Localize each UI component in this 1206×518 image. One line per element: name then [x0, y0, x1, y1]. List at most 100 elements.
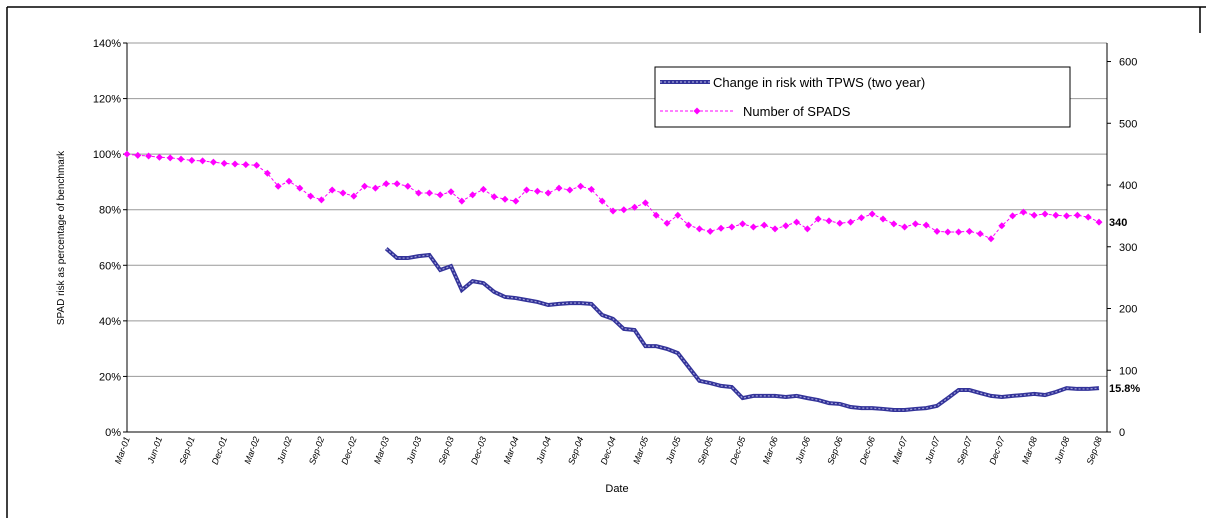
point	[879, 215, 887, 223]
point	[965, 227, 973, 235]
y2-tick-label: 200	[1119, 304, 1137, 316]
point	[123, 150, 131, 158]
point	[155, 153, 163, 161]
x-tick-label: Mar-01	[113, 435, 132, 465]
x-tick-label: Mar-03	[372, 435, 391, 465]
y-tick-label: 140%	[93, 38, 121, 50]
point	[296, 184, 304, 192]
point	[199, 157, 207, 165]
y-tick-label: 100%	[93, 149, 121, 161]
point	[253, 161, 261, 169]
point	[609, 207, 617, 215]
point	[598, 197, 606, 205]
point	[998, 222, 1006, 230]
point	[317, 196, 325, 204]
point	[188, 156, 196, 164]
point	[1084, 213, 1092, 221]
point	[922, 221, 930, 229]
legend-label: Number of SPADS	[743, 104, 851, 119]
data-label: 15.8%	[1109, 383, 1140, 395]
x-tick-label: Dec-03	[469, 435, 488, 466]
point	[685, 221, 693, 229]
point	[425, 189, 433, 197]
point	[1009, 212, 1017, 220]
point	[728, 223, 736, 231]
x-tick-label: Sep-01	[177, 435, 196, 466]
y-axis-label: SPAD risk as percentage of benchmark	[56, 150, 67, 325]
point	[458, 197, 466, 205]
point	[285, 177, 293, 185]
x-tick-label: Mar-08	[1020, 435, 1039, 465]
x-tick-label: Sep-05	[696, 434, 716, 466]
series-line	[385, 248, 1100, 411]
y2-tick-label: 0	[1119, 427, 1125, 439]
point	[1052, 211, 1060, 219]
point	[911, 220, 919, 228]
point	[512, 197, 520, 205]
y-tick-label: 120%	[93, 94, 121, 106]
x-tick-label: Dec-06	[858, 435, 877, 466]
x-tick-label: Mar-02	[242, 435, 261, 465]
x-tick-label: Sep-08	[1085, 435, 1104, 466]
x-tick-label: Sep-07	[955, 434, 975, 466]
point	[501, 195, 509, 203]
point	[1019, 208, 1027, 216]
point	[220, 159, 228, 167]
point	[231, 160, 239, 168]
point	[490, 193, 498, 201]
y2-tick-label: 300	[1119, 242, 1137, 254]
x-tick-label: Mar-05	[631, 434, 650, 465]
point	[868, 210, 876, 218]
x-tick-label: Jun-02	[275, 435, 294, 465]
point	[793, 218, 801, 226]
point	[620, 206, 628, 214]
y-tick-label: 20%	[99, 371, 121, 383]
point	[382, 180, 390, 188]
point	[393, 180, 401, 188]
point	[976, 230, 984, 238]
point	[663, 219, 671, 227]
point	[577, 182, 585, 190]
point	[145, 152, 153, 160]
x-tick-label: Sep-04	[566, 435, 585, 466]
point	[814, 215, 822, 223]
point	[1041, 210, 1049, 218]
point	[177, 155, 185, 163]
x-tick-label: Sep-06	[825, 435, 844, 466]
point	[328, 186, 336, 194]
point	[209, 158, 217, 166]
point	[1095, 218, 1103, 226]
x-tick-label: Jun-03	[404, 435, 423, 465]
point	[350, 192, 358, 200]
point	[307, 192, 315, 200]
point	[641, 199, 649, 207]
x-tick-label: Dec-01	[210, 435, 229, 466]
point	[749, 223, 757, 231]
point	[1073, 211, 1081, 219]
x-tick-label: Sep-02	[307, 435, 326, 466]
x-tick-label: Dec-04	[599, 435, 618, 466]
point	[706, 227, 714, 235]
x-tick-label: Jun-05	[664, 434, 683, 465]
point	[933, 227, 941, 235]
point	[955, 228, 963, 236]
point	[1030, 211, 1038, 219]
y2-tick-label: 600	[1119, 57, 1137, 69]
point	[674, 211, 682, 219]
point	[739, 220, 747, 228]
point	[890, 220, 898, 228]
point	[760, 221, 768, 229]
x-tick-label: Mar-06	[761, 435, 780, 465]
point	[544, 189, 552, 197]
x-tick-label: Mar-04	[502, 435, 521, 465]
legend-swatch	[693, 107, 701, 115]
point	[836, 219, 844, 227]
point	[782, 222, 790, 230]
y-tick-label: 40%	[99, 316, 121, 328]
y2-tick-label: 400	[1119, 180, 1137, 192]
point	[587, 185, 595, 193]
point	[479, 185, 487, 193]
x-tick-label: Jun-07	[923, 434, 942, 465]
point	[695, 225, 703, 233]
